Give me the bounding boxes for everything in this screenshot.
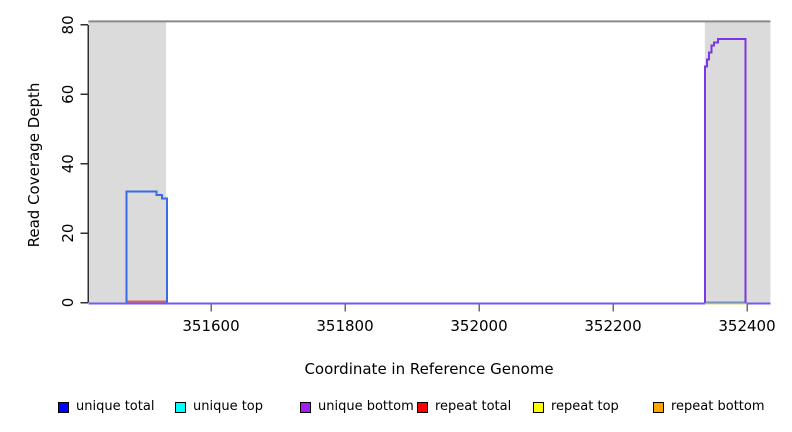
legend-label: unique total [76,399,155,414]
legend-swatch-icon [175,401,186,413]
legend-item: unique bottom [300,399,414,415]
legend-swatch-icon [300,401,311,413]
y-tick-label: 0 [59,298,77,308]
legend-swatch-icon [653,401,664,413]
legend-label: repeat bottom [671,399,765,414]
x-tick-label: 352000 [450,317,507,335]
x-tick-label: 352400 [718,317,775,335]
x-tick-label: 351800 [316,317,373,335]
legend-label: unique top [193,399,264,414]
legend-item: unique top [175,399,263,415]
legend-swatch-icon [417,401,428,413]
series-unique-total-peak [125,190,168,303]
y-tick-label: 60 [59,85,77,104]
x-tick-label: 352200 [584,317,641,335]
legend-swatch-icon [533,401,544,413]
y-tick-label: 80 [59,15,77,34]
y-tick-label: 40 [59,154,77,173]
legend-label: repeat top [551,399,619,414]
legend-item: repeat top [533,399,619,415]
legend-swatch-icon [58,401,69,413]
x-axis-title: Coordinate in Reference Genome [304,360,554,378]
series-unique-bottom-peak [703,37,747,303]
x-tick-label: 351600 [182,317,239,335]
y-tick-label: 20 [59,224,77,243]
legend-item: repeat bottom [653,399,765,415]
legend-item: unique total [58,399,154,415]
legend-label: unique bottom [318,399,414,414]
legend-label: repeat total [435,399,512,414]
legend: unique total unique top unique bottom repea… [0,399,792,419]
y-axis-title: Read Coverage Depth [25,82,43,248]
shaded-region [704,21,771,303]
legend-item: repeat total [417,399,511,415]
